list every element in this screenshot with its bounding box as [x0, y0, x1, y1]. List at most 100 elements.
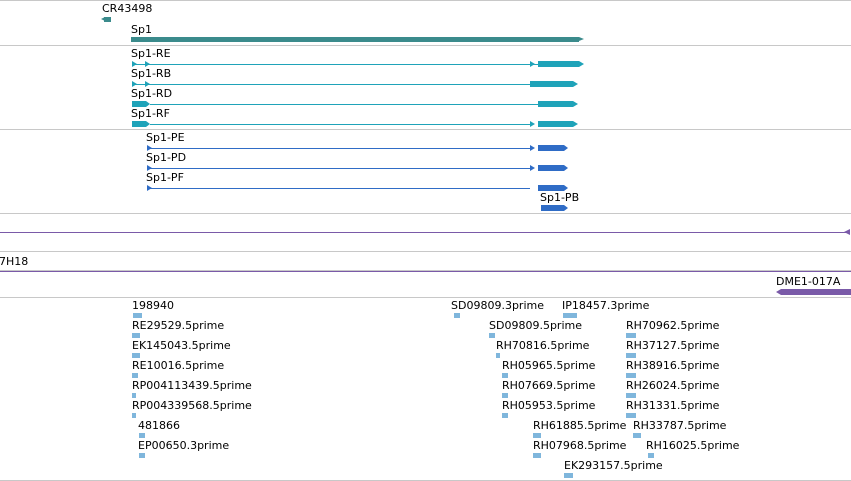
feature-dme1-block[interactable] — [781, 289, 851, 295]
feature-cr43498[interactable] — [104, 17, 111, 22]
est-label: 198940 — [132, 299, 174, 312]
est-label: RH05953.5prime — [502, 399, 596, 412]
feature-label-sp1-re: Sp1-RE — [131, 47, 171, 60]
protein-sp1-pb-exon[interactable] — [541, 205, 564, 211]
transcript-sp1-re-intron — [132, 64, 538, 65]
est-feature[interactable] — [626, 393, 636, 398]
transcript-sp1-rb-exon[interactable] — [530, 81, 573, 87]
est-label: RH33787.5prime — [633, 419, 727, 432]
direction-arrow-icon — [530, 61, 535, 67]
est-feature[interactable] — [139, 453, 145, 458]
est-feature[interactable] — [563, 313, 577, 318]
est-feature[interactable] — [496, 353, 500, 358]
est-feature[interactable] — [633, 433, 641, 438]
direction-arrow-icon — [146, 101, 150, 107]
direction-arrow-icon — [573, 81, 578, 87]
est-feature[interactable] — [132, 353, 140, 358]
feature-label-7h18: 7H18 — [0, 255, 29, 268]
track-separator — [0, 45, 851, 46]
est-label: RH07968.5prime — [533, 439, 627, 452]
feature-label-sp1-pf: Sp1-PF — [146, 171, 184, 184]
direction-arrow-icon — [579, 61, 584, 67]
est-label: RE29529.5prime — [132, 319, 225, 332]
est-feature[interactable] — [626, 413, 636, 418]
est-feature[interactable] — [132, 413, 136, 418]
est-feature[interactable] — [564, 473, 573, 478]
protein-sp1-pf-intron — [147, 188, 530, 189]
direction-arrow-icon — [146, 121, 150, 127]
est-label: RH05965.5prime — [502, 359, 596, 372]
transcript-sp1-re-exon[interactable] — [538, 61, 579, 67]
est-label: RH31331.5prime — [626, 399, 720, 412]
est-label: RH38916.5prime — [626, 359, 720, 372]
feature-sp1-gene[interactable] — [131, 37, 579, 42]
transcript-sp1-rf-exon[interactable] — [538, 121, 573, 127]
est-label: IP18457.3prime — [562, 299, 650, 312]
protein-sp1-pf-exon[interactable] — [538, 185, 564, 191]
feature-label-sp1-pe: Sp1-PE — [146, 131, 185, 144]
est-label: EK293157.5prime — [564, 459, 663, 472]
est-feature[interactable] — [626, 353, 636, 358]
est-feature[interactable] — [502, 393, 508, 398]
protein-sp1-pe-intron — [147, 148, 530, 149]
direction-arrow-icon — [147, 185, 152, 191]
feature-label-sp1-rf: Sp1-RF — [131, 107, 170, 120]
est-label: RH26024.5prime — [626, 379, 720, 392]
feature-label-sp1: Sp1 — [131, 23, 152, 36]
est-feature[interactable] — [533, 453, 541, 458]
direction-arrow-icon — [564, 185, 568, 191]
direction-arrow-icon — [132, 81, 137, 87]
direction-arrow-icon — [132, 61, 137, 67]
direction-arrow-icon — [147, 145, 152, 151]
est-label: RH70962.5prime — [626, 319, 720, 332]
est-feature[interactable] — [648, 453, 654, 458]
transcript-sp1-rd-exon1[interactable] — [132, 101, 146, 107]
direction-arrow-icon — [573, 121, 578, 127]
feature-label-dme1: DME1-017A — [776, 275, 841, 288]
feature-label-cr43498: CR43498 — [102, 2, 153, 15]
est-feature[interactable] — [502, 373, 508, 378]
transcript-sp1-rf-exon1[interactable] — [132, 121, 146, 127]
est-label: SD09809.3prime — [451, 299, 544, 312]
track-separator — [0, 297, 851, 298]
feature-label-sp1-rd: Sp1-RD — [131, 87, 173, 100]
transcript-sp1-rb-intron — [132, 84, 530, 85]
est-feature[interactable] — [626, 333, 636, 338]
est-label: RP004339568.5prime — [132, 399, 252, 412]
est-label: RE10016.5prime — [132, 359, 225, 372]
est-feature[interactable] — [626, 373, 636, 378]
est-feature[interactable] — [132, 373, 138, 378]
feature-label-sp1-pd: Sp1-PD — [146, 151, 187, 164]
est-label: RH61885.5prime — [533, 419, 627, 432]
feature-purple-span-1 — [0, 232, 846, 233]
est-label: RH70816.5prime — [496, 339, 590, 352]
est-feature[interactable] — [454, 313, 460, 318]
est-label: SD09809.5prime — [489, 319, 582, 332]
est-label: RH16025.5prime — [646, 439, 740, 452]
feature-7h18-span[interactable] — [0, 271, 851, 272]
est-feature[interactable] — [533, 433, 541, 438]
protein-sp1-pe-exon[interactable] — [538, 145, 564, 151]
est-label: RP004113439.5prime — [132, 379, 252, 392]
est-feature[interactable] — [139, 433, 145, 438]
feature-label-sp1-rb: Sp1-RB — [131, 67, 172, 80]
direction-arrow-icon — [530, 165, 535, 171]
est-feature[interactable] — [132, 393, 136, 398]
direction-arrow-icon — [101, 17, 105, 21]
protein-sp1-pd-exon[interactable] — [538, 165, 564, 171]
track-separator — [0, 270, 851, 271]
direction-arrow-icon[interactable] — [844, 229, 850, 235]
direction-arrow-icon — [564, 205, 568, 211]
direction-arrow-icon — [145, 81, 150, 87]
est-feature[interactable] — [489, 333, 495, 338]
est-feature[interactable] — [502, 413, 508, 418]
transcript-sp1-rd-exon[interactable] — [538, 101, 573, 107]
est-feature[interactable] — [132, 333, 140, 338]
protein-sp1-pd-intron — [147, 168, 530, 169]
est-label: EP00650.3prime — [138, 439, 230, 452]
track-separator — [0, 129, 851, 130]
est-feature[interactable] — [133, 313, 142, 318]
feature-label-sp1-pb: Sp1-PB — [540, 191, 580, 204]
direction-arrow-icon — [530, 121, 535, 127]
